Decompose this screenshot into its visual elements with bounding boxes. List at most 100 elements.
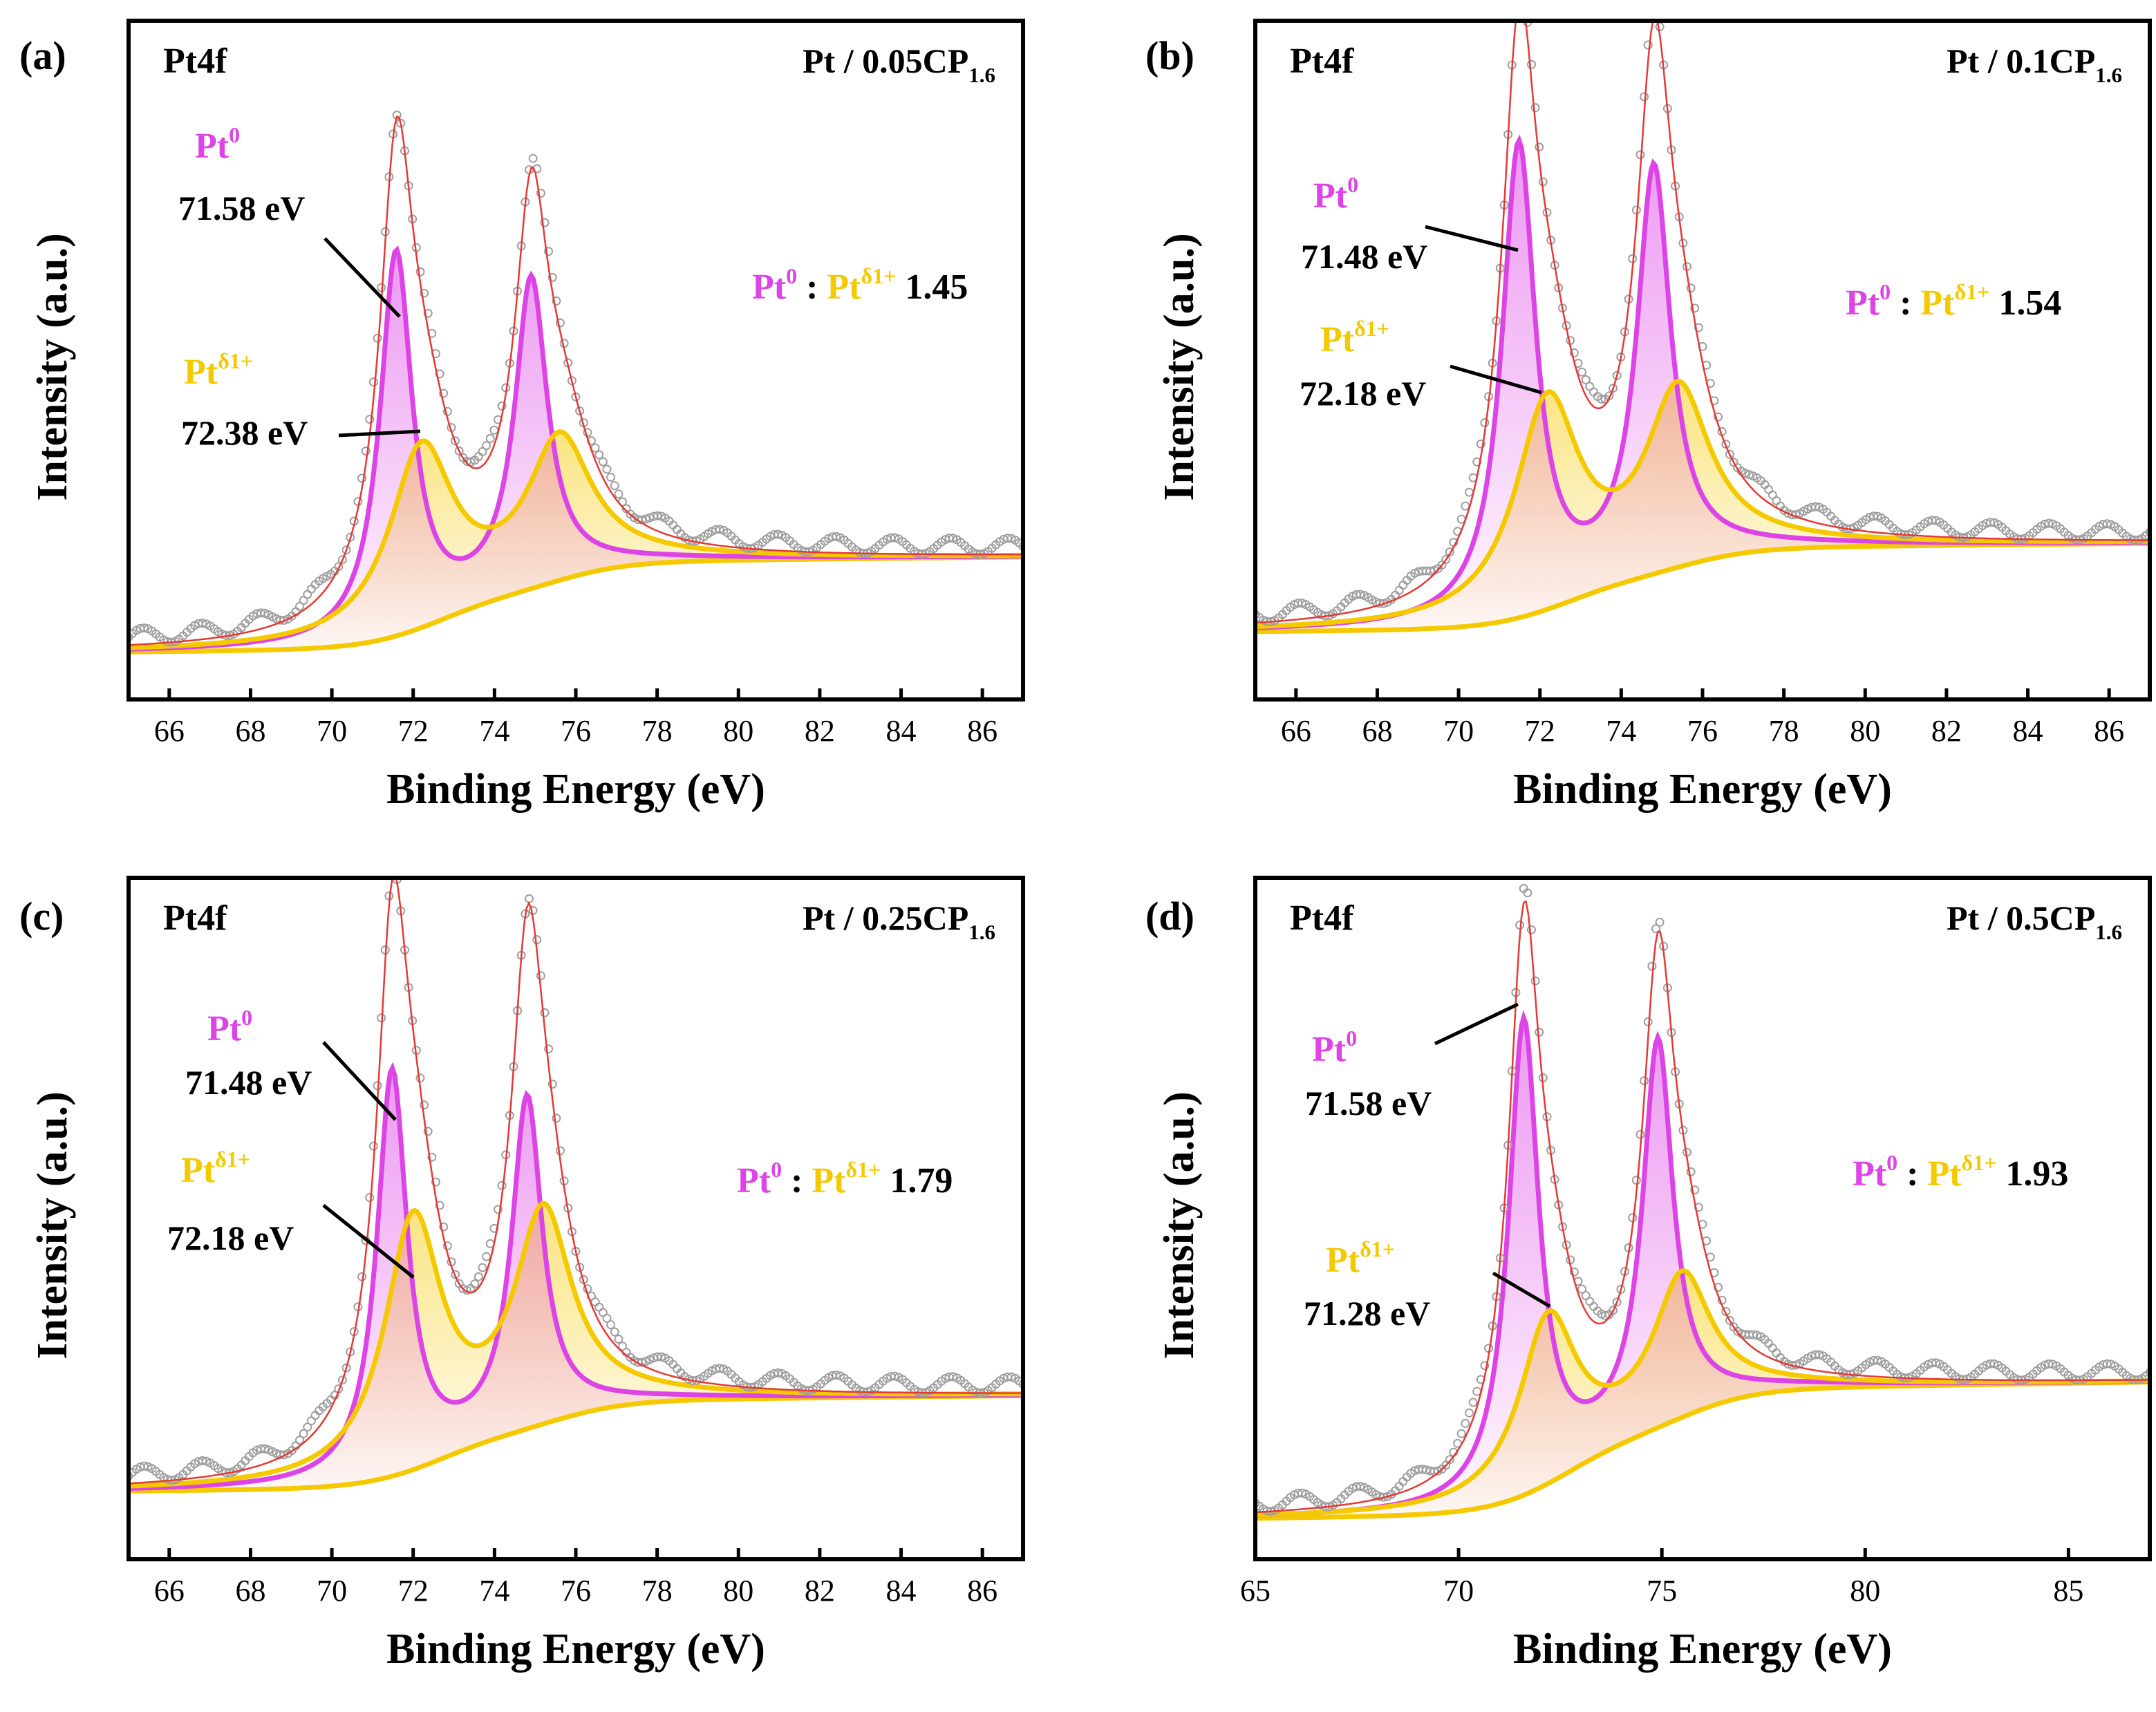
raw-data-point <box>497 401 507 411</box>
raw-data-point <box>1635 1130 1645 1139</box>
y-axis-label: Intensity (a.u.) <box>29 233 76 501</box>
ratio-label: Pt0 : Ptδ1+ 1.93 <box>1853 1150 2068 1194</box>
raw-data-point <box>423 1127 433 1136</box>
raw-data-point <box>489 425 499 435</box>
ratio-sep: : <box>782 1161 812 1201</box>
pt0-fill <box>1255 140 2150 632</box>
raw-data-point <box>494 1205 503 1214</box>
raw-data-point <box>1480 418 1490 428</box>
sample-label: Pt / 0.5CP1.6 <box>1947 899 2122 944</box>
x-tick-label: 84 <box>886 714 917 748</box>
x-tick-label: 85 <box>2053 1574 2083 1608</box>
raw-data-point <box>1445 1455 1454 1465</box>
pt0-fill <box>129 250 1023 652</box>
raw-data-point <box>1714 412 1723 422</box>
raw-data-point <box>540 1008 550 1017</box>
ratio-sep: : <box>797 267 827 307</box>
x-tick-label: 66 <box>1281 714 1311 748</box>
raw-data-point <box>427 1152 437 1162</box>
panel-label: (a) <box>19 33 66 78</box>
raw-data-point <box>1815 1350 1824 1360</box>
panel-d: 65 70 75 80 85 Binding Energy (eV) Intensity (… <box>1145 876 2152 1673</box>
raw-data-point <box>1445 547 1454 557</box>
x-tick-label: 72 <box>398 714 429 748</box>
raw-data-point <box>260 608 270 618</box>
raw-data-point <box>536 189 545 198</box>
raw-data-point <box>489 1223 499 1233</box>
sample-label-main: Pt / 0.25CP <box>803 899 968 937</box>
raw-data-point <box>1612 370 1622 380</box>
raw-data-point <box>1652 2 1660 10</box>
raw-data-point <box>1643 1017 1653 1026</box>
pt0-label-sup: 0 <box>1346 1026 1357 1051</box>
raw-data-point <box>470 1279 480 1289</box>
raw-data-point <box>1694 323 1703 332</box>
raw-data-point <box>606 1320 616 1330</box>
pt0-label-main: Pt <box>207 1009 242 1048</box>
core-level-label: Pt4f <box>163 899 227 938</box>
x-tick-label: 75 <box>1647 1574 1677 1608</box>
raw-data-point <box>544 1044 554 1054</box>
raw-data-point <box>1686 1167 1696 1176</box>
raw-data-point <box>1577 1284 1587 1294</box>
raw-data-point <box>1569 348 1579 358</box>
ptd-label-sup: δ1+ <box>218 348 253 373</box>
raw-data-point <box>1745 470 1754 480</box>
x-tick-label: 82 <box>1931 714 1962 748</box>
raw-data-point <box>614 489 624 499</box>
x-tick-label: 78 <box>642 714 673 748</box>
ptd-label: Ptδ1+ <box>1326 1236 1395 1280</box>
raw-data-point <box>1527 59 1536 69</box>
x-tick-label: 86 <box>967 1574 997 1608</box>
ratio-value: 1.54 <box>1989 283 2061 323</box>
y-axis-label: Intensity (a.u.) <box>1156 233 1203 501</box>
raw-data-point <box>482 1252 491 1261</box>
ratio-b-sup: δ1+ <box>861 263 897 288</box>
ptd-energy: 72.18 eV <box>167 1219 294 1257</box>
ratio-sep: : <box>1897 1154 1927 1194</box>
raw-data-point <box>1569 1267 1579 1277</box>
ptd-label: Ptδ1+ <box>184 348 253 392</box>
raw-data-point <box>1616 1285 1626 1294</box>
raw-data-point <box>1527 925 1536 934</box>
raw-data-point <box>337 555 347 565</box>
raw-data-point <box>1772 496 1781 505</box>
raw-data-point <box>1297 599 1306 608</box>
raw-data-point <box>1597 394 1606 404</box>
raw-data-point <box>439 1222 449 1232</box>
raw-data-point <box>1018 541 1023 551</box>
sample-label: Pt / 0.05CP1.6 <box>803 41 995 87</box>
y-axis-label: Intensity (a.u.) <box>1156 1091 1203 1360</box>
raw-data-point <box>1464 487 1474 497</box>
raw-data-point <box>544 247 554 256</box>
x-tick-label: 70 <box>317 714 347 748</box>
pt0-label-main: Pt <box>195 126 229 166</box>
ptd-component-line <box>1255 379 2150 630</box>
x-tick-label: 70 <box>1443 714 1474 748</box>
x-tick-label: 76 <box>1687 714 1718 748</box>
x-tick-label: 82 <box>805 714 835 748</box>
ratio-b: Pt <box>1927 1154 1962 1194</box>
ratio-b: Pt <box>812 1161 846 1201</box>
raw-data-point <box>715 1364 724 1373</box>
plot-area <box>1255 884 2150 1521</box>
raw-data-point <box>365 415 375 424</box>
raw-data-point <box>1810 502 1820 511</box>
panel-b: 66 68 70 72 74 76 78 80 82 84 86 Binding Energy (eV… <box>1145 2 2152 813</box>
x-axis-label: Binding Energy (eV) <box>1513 766 1892 813</box>
sample-label-sub: 1.6 <box>2095 920 2122 944</box>
raw-data-point <box>1480 1361 1490 1371</box>
raw-data-point <box>1581 375 1591 384</box>
ptd-leader-line <box>338 429 421 438</box>
raw-data-point <box>279 616 289 625</box>
raw-data-point <box>2102 1359 2112 1368</box>
raw-data-point <box>556 318 565 328</box>
ratio-a: Pt <box>1853 1154 1887 1194</box>
raw-data-point <box>1725 1315 1734 1325</box>
raw-data-point <box>341 545 351 555</box>
x-tick-label: 74 <box>479 714 509 748</box>
pt0-energy: 71.48 eV <box>185 1063 312 1102</box>
ratio-a-sup: 0 <box>1880 279 1891 304</box>
panel-label: (c) <box>19 894 64 939</box>
sample-label-main: Pt / 0.05CP <box>803 41 968 80</box>
